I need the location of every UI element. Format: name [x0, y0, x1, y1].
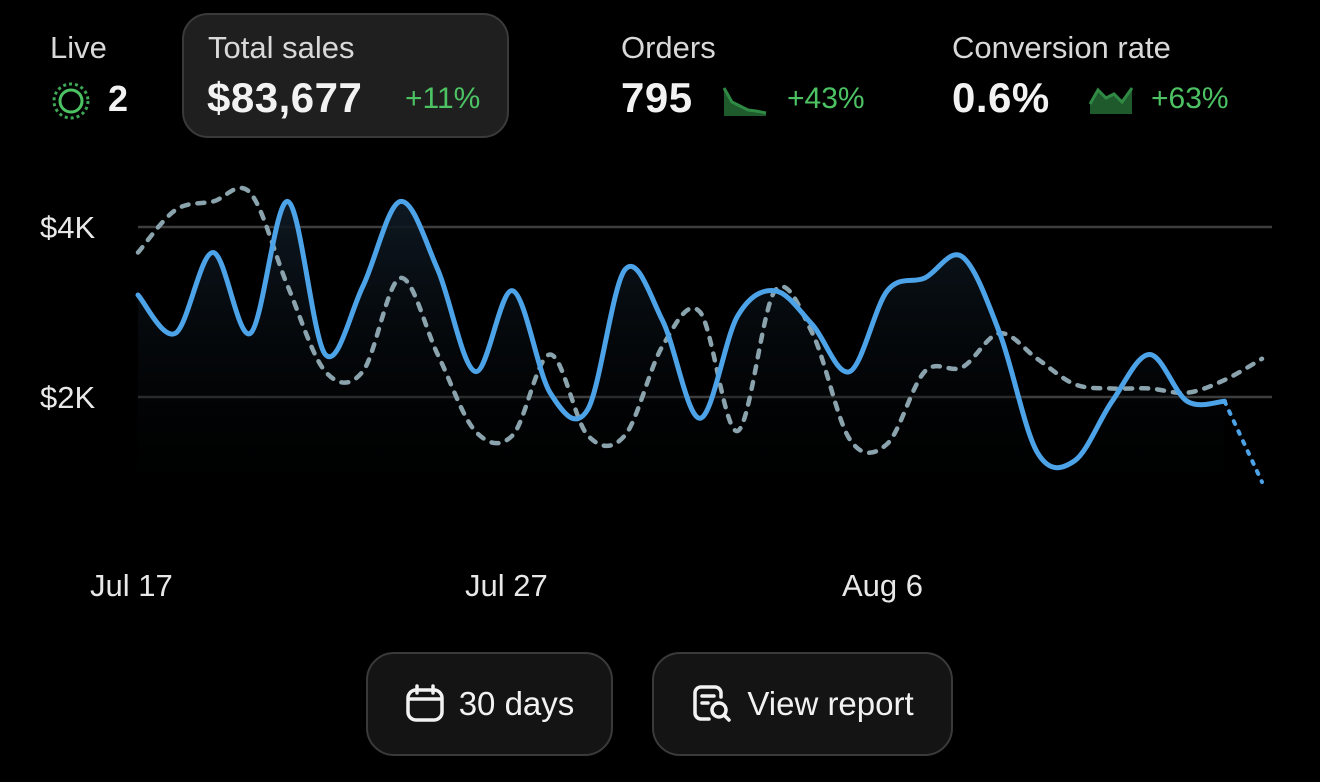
orders-label: Orders: [621, 30, 716, 65]
x-tick-label: Aug 6: [842, 568, 923, 603]
live-label: Live: [50, 30, 107, 65]
comparison-period-point: [922, 369, 928, 375]
current-period-point: [622, 267, 628, 273]
comparison-period-point: [210, 199, 216, 205]
comparison-period-point: [997, 330, 1003, 336]
conversion-delta: +63%: [1151, 82, 1229, 115]
comparison-period-point: [734, 428, 740, 434]
current-period-point: [1072, 458, 1078, 464]
calendar-icon: [405, 684, 444, 722]
comparison-period-point: [1222, 377, 1228, 383]
current-period-point: [172, 330, 178, 336]
comparison-period-point: [772, 288, 778, 294]
current-period-point: [1259, 479, 1265, 485]
current-period-point: [697, 415, 703, 421]
current-period-point: [922, 275, 928, 281]
conversion-label: Conversion rate: [952, 30, 1171, 65]
x-tick-label: Jul 17: [90, 568, 173, 603]
current-period-point: [435, 267, 441, 273]
current-period-point: [1034, 449, 1040, 455]
comparison-period-point: [472, 428, 478, 434]
comparison-period-point: [660, 343, 666, 349]
current-period-point: [397, 199, 403, 205]
total-sales-card[interactable]: [182, 13, 509, 138]
comparison-period-point: [809, 330, 815, 336]
orders-delta: +43%: [787, 82, 865, 115]
current-period-point: [734, 313, 740, 319]
current-period-point: [547, 390, 553, 396]
current-period-point: [847, 369, 853, 375]
total-sales-label: Total sales: [208, 30, 355, 65]
current-period-point: [210, 250, 216, 256]
current-period-point: [1109, 398, 1115, 404]
comparison-period-point: [959, 364, 965, 370]
conversion-value: 0.6%: [952, 74, 1050, 121]
current-period-point: [660, 318, 666, 324]
comparison-period-point: [1259, 356, 1265, 362]
current-period-point: [360, 284, 366, 290]
total-sales-delta: +11%: [405, 82, 481, 115]
current-period-point: [247, 330, 253, 336]
comparison-period-point: [360, 369, 366, 375]
comparison-period-point: [1034, 356, 1040, 362]
comparison-period-point: [697, 309, 703, 315]
comparison-period-point: [547, 352, 553, 358]
current-period-point: [135, 292, 141, 298]
sales-line-chart: $4K $2K Jul 17 Jul 27 Aug 6: [40, 185, 1272, 603]
current-period-point: [884, 288, 890, 294]
live-pulse-icon: [52, 82, 90, 120]
current-period-point: [809, 322, 815, 328]
report-search-icon: [693, 685, 732, 722]
comparison-period-point: [322, 369, 328, 375]
comparison-period-point: [1184, 390, 1190, 396]
current-period-point: [585, 407, 591, 413]
live-visitor-count: 2: [108, 78, 129, 119]
current-period-point: [1184, 398, 1190, 404]
x-tick-label: Jul 27: [465, 568, 548, 603]
view-report-button[interactable]: View report: [652, 652, 953, 756]
date-range-button[interactable]: 30 days: [366, 652, 613, 756]
conversion-sparkline-icon: [1088, 87, 1134, 114]
comparison-period-point: [135, 250, 141, 256]
comparison-period-point: [435, 352, 441, 358]
current-period-point: [1147, 352, 1153, 358]
current-period-point: [510, 288, 516, 294]
comparison-period-line: [135, 185, 1265, 456]
total-sales-value: $83,677: [207, 74, 363, 121]
comparison-period-point: [172, 207, 178, 213]
y-tick-label: $4K: [40, 210, 95, 245]
comparison-period-point: [585, 432, 591, 438]
current-period-point: [322, 352, 328, 358]
current-period-line: [135, 198, 1228, 471]
current-period-point: [472, 369, 478, 375]
comparison-period-point: [1147, 386, 1153, 392]
comparison-period-point: [285, 284, 291, 290]
comparison-period-point: [1072, 381, 1078, 387]
view-report-label: View report: [747, 685, 914, 722]
comparison-period-point: [884, 441, 890, 447]
comparison-period-point: [622, 432, 628, 438]
current-period-point: [285, 199, 291, 205]
date-range-label: 30 days: [458, 685, 575, 722]
current-period-point: [959, 254, 965, 260]
comparison-period-point: [847, 437, 853, 443]
comparison-period-point: [397, 275, 403, 281]
y-tick-label: $2K: [40, 380, 95, 415]
orders-value: 795: [621, 74, 693, 121]
comparison-period-point: [247, 190, 253, 196]
current-period-area: [138, 201, 1225, 521]
comparison-period-point: [510, 432, 516, 438]
orders-sparkline-icon: [722, 87, 767, 116]
current-period-projected-line: [1222, 399, 1264, 484]
current-period-point: [1222, 398, 1228, 404]
comparison-period-point: [1109, 386, 1115, 392]
